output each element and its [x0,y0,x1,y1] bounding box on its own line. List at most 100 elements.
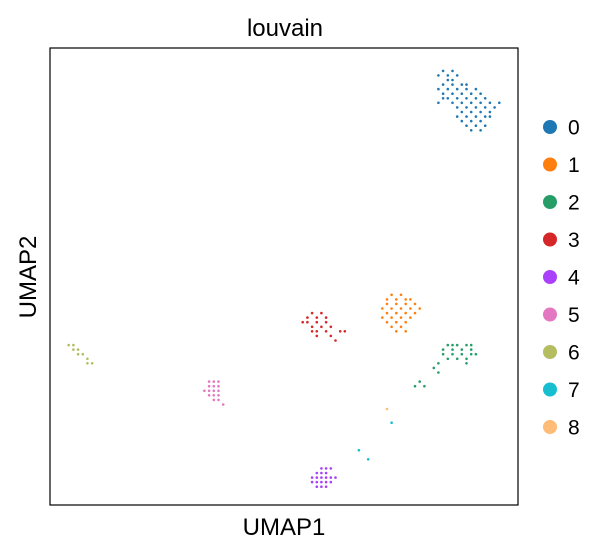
point-cluster-3-5 [306,320,309,324]
cluster-6-points [67,343,94,365]
legend-item-4: 4 [543,267,580,290]
point-cluster-0-22 [474,97,478,100]
point-cluster-4-7 [329,476,333,479]
point-cluster-0-7 [441,83,445,86]
legend-item-8: 8 [543,417,580,440]
legend-label-5: 5 [568,304,580,327]
point-cluster-4-2 [324,471,328,475]
legend-marker-4 [543,270,557,284]
point-cluster-2-2 [451,348,454,351]
point-cluster-0-9 [460,83,464,86]
point-cluster-0-44 [465,124,468,127]
point-cluster-0-17 [469,92,473,95]
point-cluster-0-1 [441,69,445,73]
point-cluster-2-4 [460,348,464,351]
point-cluster-0-27 [479,101,482,105]
point-cluster-1-5 [385,302,389,306]
point-cluster-5-14 [221,403,225,406]
point-cluster-1-7 [404,302,408,306]
point-cluster-3-2 [315,316,319,319]
point-cluster-1-11 [399,307,403,310]
legend-marker-2 [543,195,557,209]
point-cluster-0-15 [451,92,454,95]
point-cluster-2-19 [418,380,422,383]
point-cluster-4-19 [324,467,328,470]
point-cluster-0-19 [446,97,450,100]
point-cluster-6-4 [81,352,85,356]
point-cluster-4-14 [320,485,323,489]
point-cluster-0-34 [469,110,473,114]
legend-marker-8 [543,420,557,434]
point-cluster-3-4 [324,316,328,319]
point-cluster-0-51 [488,115,492,118]
point-cluster-3-9 [320,325,323,329]
point-cluster-1-9 [381,307,384,310]
cluster-1-points [381,293,422,333]
point-cluster-3-10 [329,325,333,329]
point-cluster-3-12 [324,330,328,333]
point-cluster-1-12 [409,307,412,310]
legend-marker-0 [543,120,557,134]
point-cluster-1-3 [399,293,403,297]
point-cluster-2-22 [451,343,454,347]
point-cluster-0-0 [437,74,440,77]
point-cluster-8-0 [385,407,389,411]
point-cluster-3-14 [343,330,347,333]
point-cluster-5-13 [217,398,220,402]
point-cluster-0-50 [493,106,496,109]
point-cluster-0-23 [483,97,487,100]
point-cluster-1-24 [390,325,393,329]
point-cluster-3-3 [320,311,323,315]
point-cluster-3-8 [310,325,314,329]
point-cluster-1-20 [409,316,412,319]
point-cluster-5-15 [203,389,206,393]
point-cluster-3-1 [310,311,314,315]
plot-area-frame [49,47,519,506]
point-cluster-3-0 [306,316,309,319]
legend-item-1: 1 [543,154,580,177]
point-cluster-0-32 [483,106,487,109]
point-cluster-4-11 [324,480,328,484]
legend-marker-6 [543,345,557,359]
chart-title: louvain [247,15,323,42]
point-cluster-1-17 [413,311,417,315]
legend-marker-5 [543,307,557,322]
point-cluster-3-6 [315,320,319,324]
point-cluster-1-15 [395,311,398,315]
legend-label-6: 6 [568,342,580,365]
point-cluster-2-11 [446,357,450,361]
point-cluster-0-55 [465,83,468,86]
point-cluster-0-25 [460,101,464,105]
point-cluster-0-14 [441,92,445,95]
legend-item-6: 6 [543,342,580,365]
point-cluster-7-1 [366,458,370,461]
point-cluster-4-16 [310,480,314,484]
point-cluster-0-2 [446,74,450,77]
point-cluster-2-8 [451,352,454,356]
legend-label-4: 4 [568,267,580,290]
point-cluster-1-13 [418,307,422,310]
point-cluster-2-0 [441,348,445,351]
point-cluster-0-13 [465,87,468,91]
point-cluster-2-20 [423,384,426,388]
point-cluster-1-16 [404,311,408,315]
point-cluster-6-5 [86,357,89,361]
point-cluster-0-43 [479,119,482,123]
legend-label-2: 2 [568,192,580,215]
point-cluster-1-19 [399,316,403,319]
point-cluster-2-21 [413,384,417,388]
point-cluster-1-21 [385,320,389,324]
point-cluster-4-13 [315,485,319,489]
point-cluster-0-16 [460,92,464,95]
point-cluster-2-6 [469,348,473,351]
point-cluster-0-36 [488,110,492,114]
point-cluster-1-8 [413,302,417,306]
point-cluster-1-2 [395,298,398,301]
point-cluster-0-35 [479,110,482,114]
point-cluster-3-11 [315,330,319,333]
points-layer [67,69,501,489]
point-cluster-3-19 [301,320,305,324]
point-cluster-5-5 [217,384,220,388]
point-cluster-0-52 [441,97,445,100]
